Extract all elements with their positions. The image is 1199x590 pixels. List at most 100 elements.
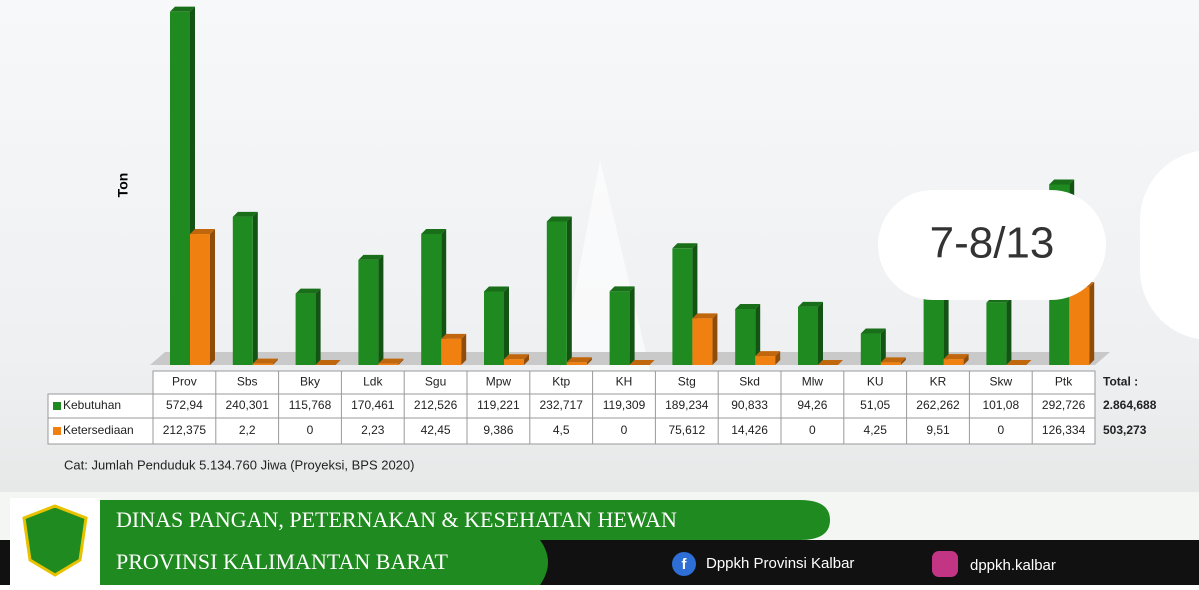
bar bbox=[233, 212, 258, 365]
slide: Ton ProvSbsBkyLdkSguMpwKtpKHStgSkdMlwKUK… bbox=[0, 0, 1199, 585]
bar-side bbox=[461, 334, 466, 365]
category-label: Bky bbox=[300, 375, 320, 389]
bar-front bbox=[881, 362, 901, 365]
value-label: 212,526 bbox=[414, 398, 458, 412]
footer-line1: DINAS PANGAN, PETERNAKAN & KESEHATAN HEW… bbox=[116, 507, 677, 532]
bar-front bbox=[378, 364, 398, 365]
category-label: Ptk bbox=[1055, 375, 1073, 389]
value-label: 51,05 bbox=[860, 398, 890, 412]
bar-front bbox=[296, 294, 316, 365]
bar-front bbox=[170, 12, 190, 365]
total-label: Total : bbox=[1103, 375, 1138, 389]
bar-side bbox=[630, 286, 635, 365]
value-label: 292,726 bbox=[1042, 398, 1086, 412]
value-label: 170,461 bbox=[351, 398, 395, 412]
value-label: 4,5 bbox=[553, 423, 570, 437]
value-label: 9,51 bbox=[926, 423, 950, 437]
bar-front bbox=[547, 221, 567, 365]
bar-front bbox=[233, 217, 253, 365]
value-label: 101,08 bbox=[982, 398, 1019, 412]
value-label: 0 bbox=[307, 423, 314, 437]
value-label: 262,262 bbox=[916, 398, 960, 412]
bar-front bbox=[986, 303, 1006, 365]
bar bbox=[484, 286, 509, 365]
bar-side bbox=[253, 212, 258, 365]
bar-front bbox=[484, 291, 504, 365]
value-label: 212,375 bbox=[163, 423, 207, 437]
bar-front bbox=[1069, 287, 1089, 365]
bar-front bbox=[190, 234, 210, 365]
legend-swatch bbox=[53, 427, 61, 435]
bar-front bbox=[672, 248, 692, 365]
value-label: 119,221 bbox=[477, 398, 520, 412]
bar-front bbox=[358, 260, 378, 365]
value-label: 119,309 bbox=[603, 398, 646, 412]
bar-front bbox=[441, 339, 461, 365]
total-value: 503,273 bbox=[1103, 423, 1147, 437]
bar-side bbox=[712, 313, 717, 365]
bar bbox=[986, 298, 1011, 365]
bar bbox=[547, 216, 572, 365]
bar-side bbox=[316, 289, 321, 365]
value-label: 126,334 bbox=[1042, 423, 1086, 437]
bar bbox=[861, 329, 886, 365]
value-label: 232,717 bbox=[540, 398, 584, 412]
bar-front bbox=[610, 291, 630, 365]
legend-label: Ketersediaan bbox=[63, 423, 134, 437]
bar bbox=[441, 334, 466, 365]
bar bbox=[190, 229, 215, 365]
instagram-icon bbox=[932, 551, 958, 577]
bar bbox=[798, 302, 823, 365]
total-value: 2.864,688 bbox=[1103, 398, 1157, 412]
category-label: KU bbox=[867, 375, 884, 389]
bar bbox=[755, 351, 780, 365]
bar-side bbox=[210, 229, 215, 365]
legend-swatch bbox=[53, 402, 61, 410]
y-axis-label: Ton bbox=[115, 173, 131, 198]
category-label: Ktp bbox=[552, 375, 570, 389]
value-label: 2,2 bbox=[239, 423, 256, 437]
value-label: 240,301 bbox=[226, 398, 270, 412]
bar-front bbox=[735, 309, 755, 365]
category-label: Mpw bbox=[486, 375, 512, 389]
bar bbox=[610, 286, 635, 365]
bar-side bbox=[818, 302, 823, 365]
value-label: 94,26 bbox=[797, 398, 827, 412]
bar-front bbox=[504, 359, 524, 365]
bar-front bbox=[798, 307, 818, 365]
category-label: Prov bbox=[172, 375, 197, 389]
value-label: 42,45 bbox=[421, 423, 451, 437]
bar-front bbox=[253, 364, 273, 365]
value-label: 90,833 bbox=[731, 398, 768, 412]
legend-label: Kebutuhan bbox=[63, 398, 121, 412]
value-label: 4,25 bbox=[864, 423, 888, 437]
value-label: 0 bbox=[997, 423, 1004, 437]
bar-side bbox=[378, 255, 383, 365]
bar-side bbox=[1006, 298, 1011, 365]
category-label: Ldk bbox=[363, 375, 383, 389]
bar-side bbox=[567, 216, 572, 365]
note: Cat: Jumlah Penduduk 5.134.760 Jiwa (Pro… bbox=[64, 457, 414, 472]
bar-front bbox=[944, 359, 964, 365]
value-label: 2,23 bbox=[361, 423, 385, 437]
bar bbox=[944, 354, 969, 365]
category-label: Stg bbox=[678, 375, 696, 389]
instagram-handle[interactable]: dppkh.kalbar bbox=[970, 557, 1056, 574]
category-label: Mlw bbox=[802, 375, 824, 389]
bar bbox=[504, 354, 529, 365]
footer-line2: PROVINSI KALIMANTAN BARAT bbox=[116, 549, 448, 574]
value-label: 0 bbox=[809, 423, 816, 437]
page-indicator: 7-8/13 bbox=[930, 219, 1055, 268]
bar-front bbox=[861, 334, 881, 365]
bar-front bbox=[421, 234, 441, 365]
value-label: 189,234 bbox=[665, 398, 709, 412]
value-label: 14,426 bbox=[731, 423, 768, 437]
category-label: Sbs bbox=[237, 375, 258, 389]
value-label: 0 bbox=[621, 423, 628, 437]
value-label: 115,768 bbox=[289, 398, 332, 412]
bar-side bbox=[1089, 282, 1094, 365]
facebook-handle[interactable]: Dppkh Provinsi Kalbar bbox=[706, 555, 854, 572]
bar bbox=[358, 255, 383, 365]
bar-front bbox=[755, 356, 775, 365]
